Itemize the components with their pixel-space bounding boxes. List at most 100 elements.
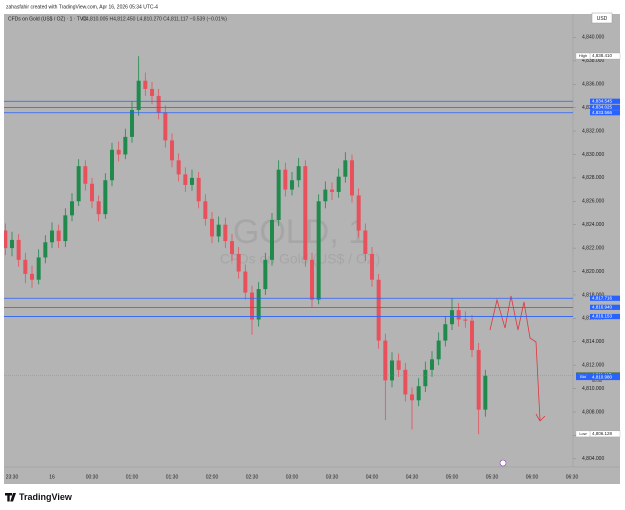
price-label: 4,806.128	[592, 431, 613, 436]
x-tick-label: 16	[49, 474, 55, 480]
price-tag	[590, 295, 620, 301]
candle-body	[36, 257, 41, 280]
currency[interactable]: USD	[597, 16, 608, 22]
candle-body	[356, 195, 361, 231]
price-label: 4,838.410	[592, 53, 613, 58]
price-tag	[590, 104, 620, 110]
x-tick-label: 01:00	[126, 474, 139, 480]
candle-body	[176, 160, 181, 175]
candle-body	[196, 177, 201, 202]
candle-body	[163, 112, 168, 141]
y-tick-label: 4,826.000	[582, 199, 604, 205]
price-label-name: Low	[579, 431, 586, 436]
x-tick-label: 06:00	[526, 474, 539, 480]
x-tick-label: 04:30	[406, 474, 419, 480]
y-tick-label: 4,822.000	[582, 245, 604, 251]
candle-body	[183, 174, 188, 185]
candle-body	[316, 201, 321, 300]
y-tick-label: 4,814.000	[582, 339, 604, 345]
candle-body	[50, 230, 54, 243]
candle-body	[156, 95, 161, 113]
candle-body	[236, 253, 241, 272]
price-label: 4,810.980	[592, 374, 613, 379]
candle-body	[383, 340, 388, 381]
candle-body	[323, 189, 328, 202]
candle-body	[483, 375, 488, 410]
candle-body	[396, 360, 401, 370]
candle-body	[416, 386, 421, 401]
candle-body	[103, 180, 108, 215]
y-tick-label: 4,824.000	[582, 222, 604, 228]
symbol-line: CFDs on Gold (US$ / OZ) · 1 · TVC	[8, 16, 87, 22]
candle-body	[96, 201, 101, 215]
candle-body	[310, 259, 314, 300]
candle-body	[170, 140, 174, 161]
candle-body	[130, 109, 134, 137]
brand: TradingView	[19, 492, 73, 502]
candle-body	[203, 201, 208, 219]
price-tag	[590, 98, 620, 104]
candle-body	[350, 160, 354, 196]
forecast-drawing	[489, 295, 541, 421]
candle-body	[436, 340, 441, 360]
candle-body	[303, 166, 308, 260]
candle-body	[283, 169, 288, 190]
y-tick-label: 4,810.000	[582, 386, 604, 392]
candle-body	[110, 149, 114, 181]
price-tag	[590, 304, 620, 310]
candle-body	[336, 176, 341, 192]
price-label-name-box	[575, 430, 591, 438]
candle-body	[450, 310, 454, 325]
candle-body	[250, 292, 254, 320]
candle-body	[190, 177, 194, 185]
y-tick-label: 4,820.000	[582, 269, 604, 275]
x-tick-label: 23:30	[6, 474, 19, 480]
candle-body	[290, 180, 294, 190]
price-tag	[590, 313, 620, 320]
x-tick-label: 05:30	[486, 474, 499, 480]
candle-body	[243, 271, 248, 293]
x-tick-label: 04:00	[366, 474, 379, 480]
candle-body	[30, 273, 34, 280]
price-tag-label: 4,834.545	[592, 98, 613, 103]
candle-body	[216, 224, 221, 237]
price-tag-label: 4,817.716	[592, 295, 613, 300]
candle-body	[296, 166, 301, 181]
candle-body	[63, 215, 68, 242]
candle-body	[430, 359, 434, 370]
candle-body	[136, 80, 141, 110]
x-tick-label: 06:30	[566, 474, 579, 480]
candle-body	[343, 160, 348, 177]
candle-body	[463, 319, 468, 321]
y-tick-label: 4,836.000	[582, 82, 604, 88]
candle-body	[423, 369, 428, 387]
watermark-description: CFDs on Gold (US$ / OZ)	[220, 251, 380, 267]
price-tag	[590, 110, 620, 116]
y-tick-label: 4,818.000	[582, 292, 604, 298]
event-marker[interactable]	[499, 459, 507, 467]
candle-body	[410, 394, 414, 401]
y-tick-label: 4,838.000	[582, 58, 604, 64]
footer-logo: TradingView	[5, 492, 73, 502]
candle-body	[370, 253, 374, 280]
forecast-arrow	[535, 413, 546, 422]
candle-body	[263, 259, 268, 290]
candle-body	[330, 189, 334, 192]
candle-body	[230, 241, 234, 254]
candle-body	[403, 369, 408, 395]
candle-body	[470, 320, 474, 350]
candle-body	[150, 88, 154, 96]
x-tick-label: 01:30	[166, 474, 179, 480]
currency-button[interactable]	[591, 12, 613, 24]
price-label-name-box	[575, 52, 591, 60]
candle-body	[443, 324, 448, 341]
price-label-name: High	[579, 53, 587, 58]
candle-body	[456, 310, 461, 320]
candle-body	[90, 183, 94, 202]
candle-body	[256, 289, 261, 320]
candle-body	[376, 279, 381, 341]
price-tag-label: 4,816.153	[592, 314, 613, 319]
y-tick-label: 4,808.000	[582, 409, 604, 415]
candle-body	[390, 360, 394, 381]
candle-body	[270, 220, 274, 260]
